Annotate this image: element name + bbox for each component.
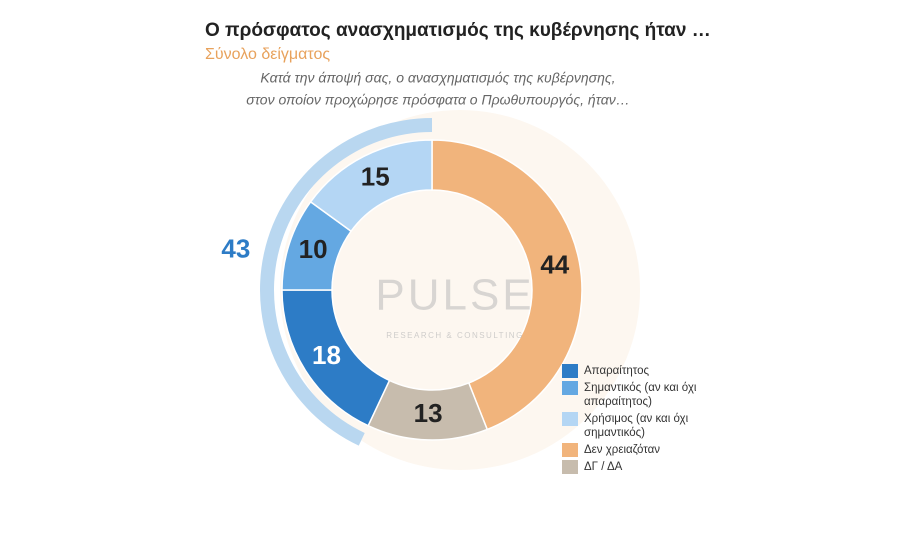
legend-item: Δεν χρειαζόταν: [562, 443, 712, 457]
group-label: 43: [221, 234, 250, 264]
donut-segment: [309, 139, 433, 233]
legend-swatch: [562, 460, 578, 474]
legend-label: ΔΓ / ΔΑ: [584, 461, 623, 473]
legend-swatch: [562, 381, 578, 395]
watermark: PULSE: [375, 271, 534, 320]
donut-segment: [431, 139, 583, 431]
legend-label: Σημαντικός (αν και όχι απαραίτητος): [584, 382, 697, 408]
legend-item: ΔΓ / ΔΑ: [562, 460, 712, 474]
data-label: 44: [540, 249, 569, 279]
legend-label: Απαραίτητος: [584, 365, 650, 377]
data-label: 10: [299, 234, 328, 264]
chart-title: Ο πρόσφατος ανασχηματισμός της κυβέρνηση…: [205, 20, 711, 41]
legend-label: Χρήσιμος (αν και όχι σημαντικός): [584, 413, 689, 439]
legend-label: Δεν χρειαζόταν: [584, 444, 660, 456]
legend-swatch: [562, 364, 578, 378]
legend-item: Σημαντικός (αν και όχι απαραίτητος): [562, 381, 712, 409]
question: Κατά την άποψή σας, ο ανασχηματισμός της…: [260, 70, 615, 86]
legend-item: Χρήσιμος (αν και όχι σημαντικός): [562, 412, 712, 440]
data-label: 18: [312, 340, 341, 370]
legend-swatch: [562, 412, 578, 426]
watermark-tagline: RESEARCH & CONSULTING: [386, 331, 524, 340]
chart-subtitle: Σύνολο δείγματος: [205, 46, 330, 63]
legend-item: Απαραίτητος: [562, 364, 712, 378]
legend: Απαραίτητος Σημαντικός (αν και όχι απαραί…: [562, 364, 712, 477]
data-label: 15: [361, 161, 390, 191]
data-label: 13: [414, 398, 443, 428]
question: στον οποίον προχώρησε πρόσφατα ο Πρωθυπο…: [246, 92, 629, 108]
legend-swatch: [562, 443, 578, 457]
